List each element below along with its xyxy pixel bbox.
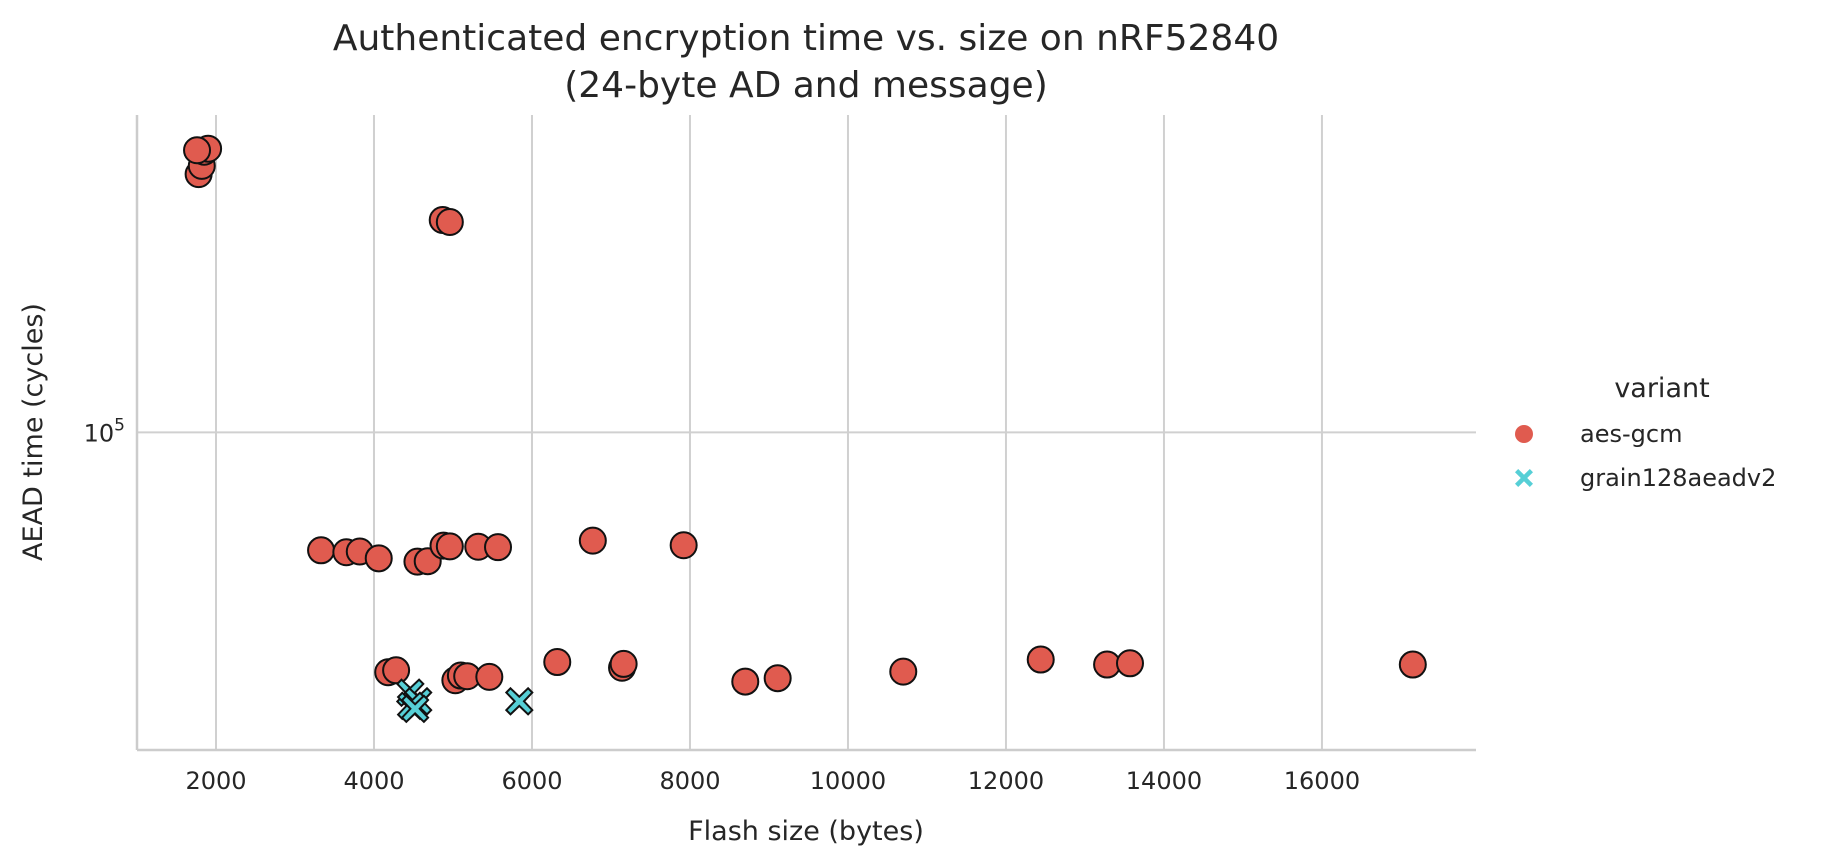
data-point <box>731 667 760 696</box>
data-point <box>1026 645 1055 674</box>
x-tick-labels: 2000 4000 6000 8000 10000 12000 14000 16000 <box>185 767 1360 795</box>
x-axis-label: Flash size (bytes) <box>688 816 924 847</box>
data-point <box>307 536 336 565</box>
x-tick-label: 4000 <box>343 767 404 795</box>
data-point <box>889 657 918 686</box>
data-point <box>669 531 698 560</box>
grid <box>137 115 1476 750</box>
data-point <box>504 686 534 716</box>
x-tick-label: 8000 <box>659 767 720 795</box>
x-tick-label: 6000 <box>501 767 562 795</box>
y-axis-label: AEAD time (cycles) <box>18 303 49 561</box>
data-point <box>183 136 212 165</box>
legend-title: variant <box>1614 373 1709 404</box>
data-points <box>183 134 1427 724</box>
x-tick-label: 16000 <box>1284 767 1360 795</box>
series-grain128aeadv2 <box>395 678 534 724</box>
legend: variant aes-gcm grain128aeadv2 <box>1515 373 1776 492</box>
y-tick-labels: 105 <box>84 415 125 447</box>
data-point <box>484 533 513 562</box>
data-point <box>475 662 504 691</box>
data-point <box>435 532 464 561</box>
series-aes-gcm <box>183 134 1427 696</box>
x-tick-label: 10000 <box>810 767 886 795</box>
data-point <box>763 664 792 693</box>
axes <box>135 115 1476 752</box>
chart-title-line-2: (24-byte AD and message) <box>564 65 1048 106</box>
data-point <box>578 526 607 555</box>
legend-label-aes-gcm: aes-gcm <box>1580 420 1682 448</box>
data-point <box>1398 650 1427 679</box>
x-tick-label: 2000 <box>185 767 246 795</box>
x-tick-label: 12000 <box>968 767 1044 795</box>
legend-label-grain128aeadv2: grain128aeadv2 <box>1580 464 1776 492</box>
data-point <box>609 649 638 678</box>
data-point <box>364 544 393 573</box>
legend-marker-aes-gcm <box>1515 425 1533 443</box>
legend-marker-grain128aeadv2 <box>1515 469 1533 487</box>
data-point <box>543 648 572 677</box>
x-tick-label: 14000 <box>1126 767 1202 795</box>
chart-title-line-1: Authenticated encryption time vs. size o… <box>333 18 1279 59</box>
data-point <box>435 208 464 237</box>
data-point <box>1115 649 1144 678</box>
data-point <box>400 694 430 724</box>
y-tick-label: 105 <box>84 415 125 447</box>
data-point <box>382 656 411 685</box>
